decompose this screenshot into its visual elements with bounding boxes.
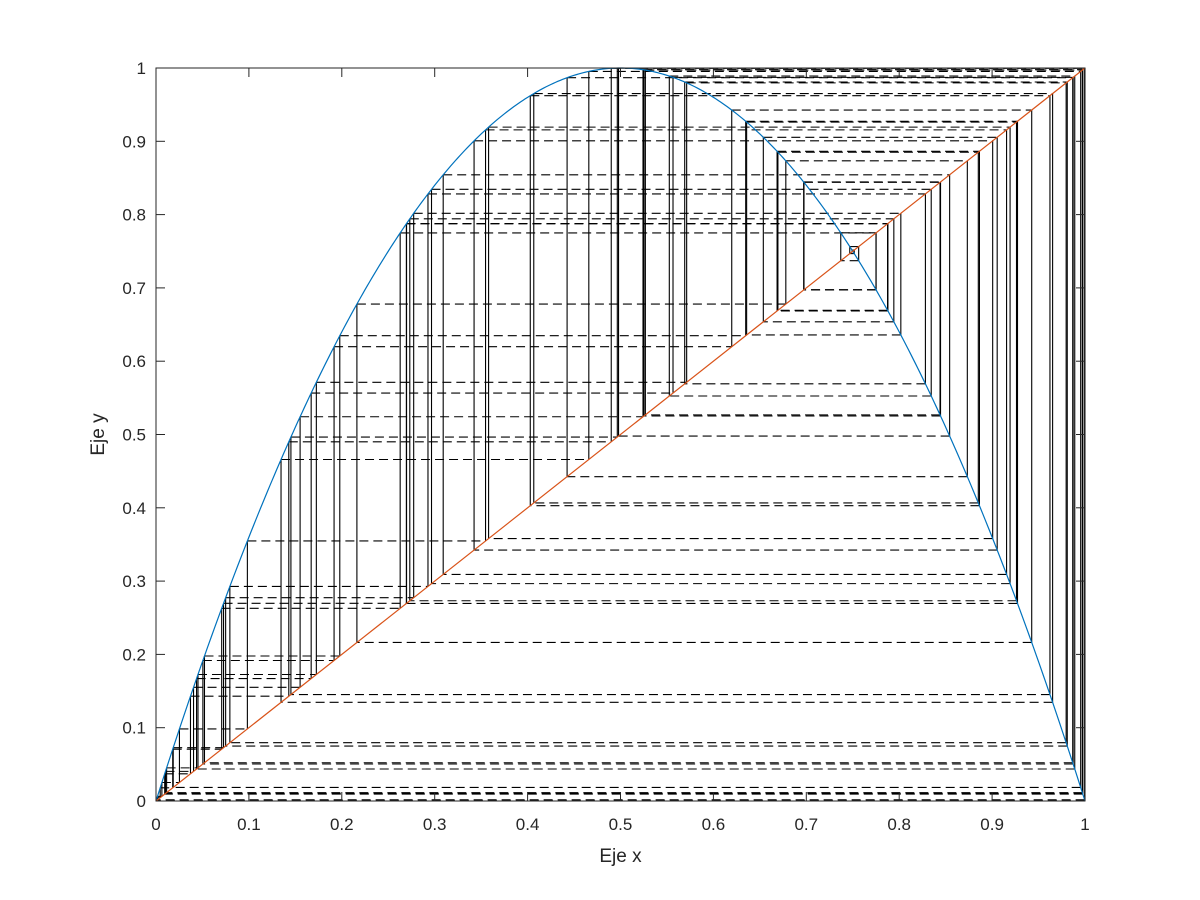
y-axis: 0 0.1 0.2 0.3 0.4 0.5 0.6 0.7 0.8 0.9 1 [122,59,1085,811]
y-tick-label: 0 [137,792,146,811]
y-tick-label: 0.2 [122,645,146,664]
x-tick-label: 0.5 [609,815,633,834]
y-tick-label: 0.1 [122,719,146,738]
x-tick-label: 0.9 [980,815,1004,834]
y-tick-label: 0.8 [122,206,146,225]
x-tick-label: 0.1 [237,815,261,834]
x-tick-label: 0.7 [794,815,818,834]
x-axis: 0 0.1 0.2 0.3 0.4 0.5 0.6 0.7 0.8 0.9 1 [151,68,1090,834]
identity-line-series [155,67,1086,802]
y-tick-label: 0.9 [122,132,146,151]
x-tick-label: 0 [151,815,160,834]
x-tick-label: 0.2 [330,815,354,834]
y-tick-label: 0.4 [122,499,146,518]
x-tick-label: 0.8 [887,815,911,834]
x-tick-label: 1 [1080,815,1089,834]
x-tick-label: 0.6 [702,815,726,834]
y-tick-label: 0.3 [122,572,146,591]
y-axis-label: Eje y [88,413,109,456]
x-tick-label: 0.3 [423,815,447,834]
y-tick-label: 0.7 [122,279,146,298]
y-tick-label: 0.6 [122,352,146,371]
x-axis-label: Eje x [599,846,642,867]
y-tick-label: 0.5 [122,426,146,445]
x-tick-label: 0.4 [516,815,540,834]
y-tick-label: 1 [137,59,146,78]
